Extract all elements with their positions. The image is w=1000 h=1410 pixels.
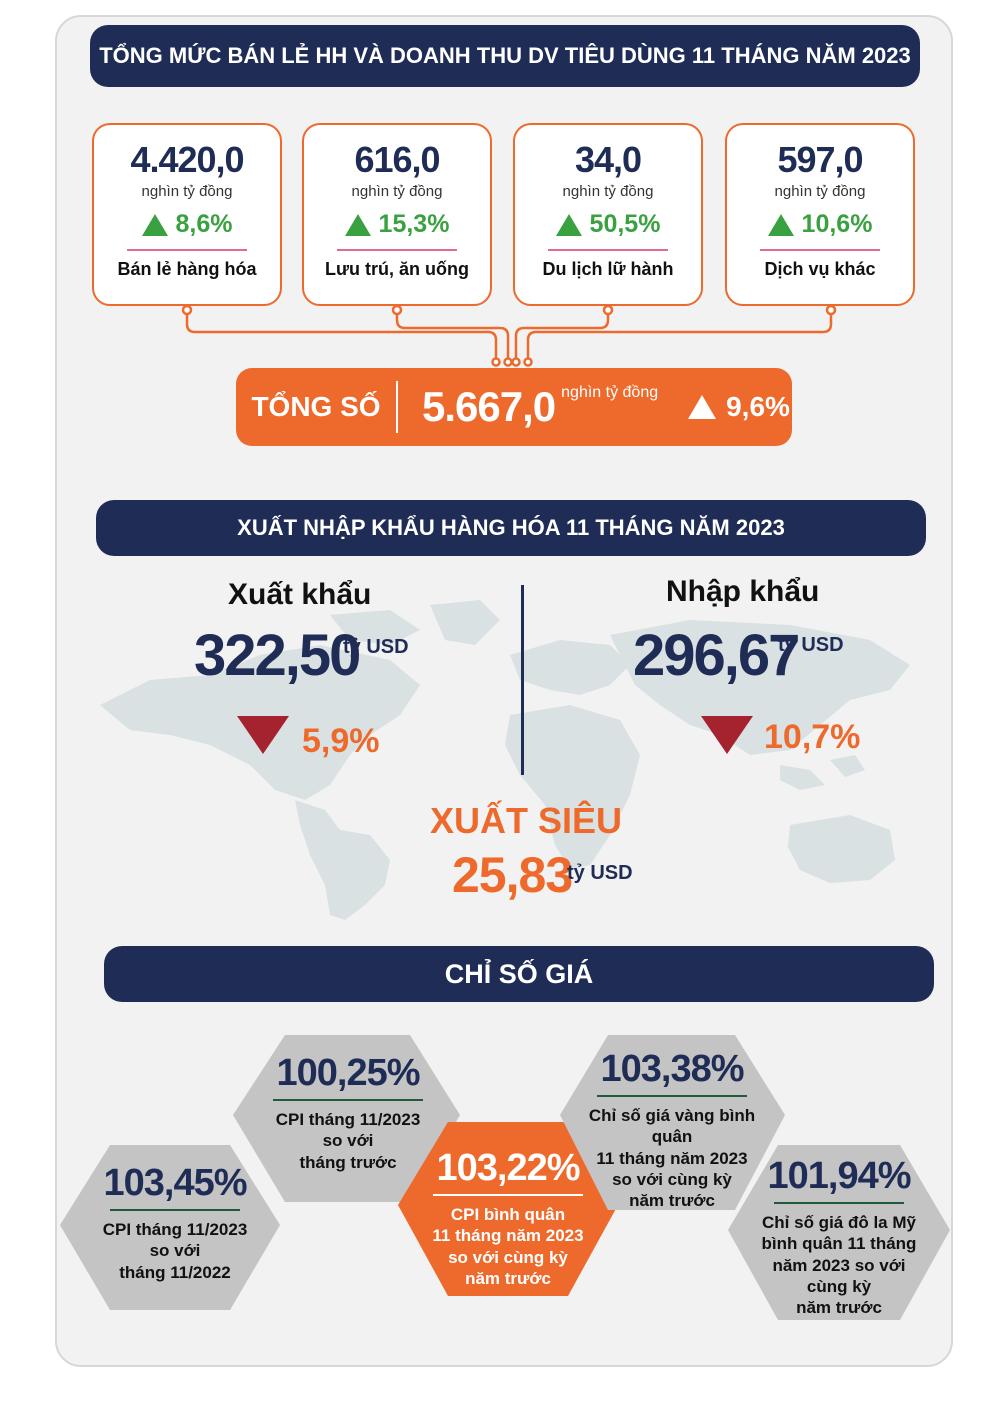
price-desc-line: năm trước: [796, 1298, 882, 1317]
triangle-down-icon: [237, 716, 289, 754]
price-value: 103,38%: [600, 1048, 744, 1090]
price-value: 100,25%: [276, 1052, 420, 1094]
price-desc-line: năm trước: [465, 1268, 551, 1288]
price-divider: [273, 1099, 423, 1101]
import-title: Nhập khẩu: [666, 575, 820, 608]
card-growth: 8,6%: [175, 210, 233, 238]
surplus-title: XUẤT SIÊU: [430, 800, 623, 841]
price-item-cpi-yoy: 103,45% CPI tháng 11/2023 so với tháng 1…: [90, 1162, 260, 1283]
total-growth: 9,6%: [726, 391, 790, 422]
retail-card-other-services: 597,0 nghìn tỷ đồng 10,6% Dịch vụ khác: [725, 123, 915, 306]
card-label: Lưu trú, ăn uống: [324, 259, 469, 279]
export-unit: tỷ USD: [343, 636, 409, 658]
triangle-up-icon: [767, 213, 794, 236]
hexagon-cpi-mom: [233, 1035, 460, 1202]
triangle-up-icon: [555, 213, 582, 236]
price-desc-line: so với: [322, 1131, 374, 1151]
retail-total-bar: TỔNG SỐ 5.667,0 nghìn tỷ đồng 9,6%: [236, 368, 792, 446]
hexagon-cpi-yoy: [60, 1145, 280, 1310]
price-desc-line: cùng kỳ: [806, 1276, 872, 1296]
price-desc-line: Chỉ số giá đô la Mỹ: [762, 1213, 916, 1232]
card-growth: 50,5%: [589, 210, 661, 238]
total-divider: [396, 381, 398, 433]
total-value: 5.667,0: [422, 383, 556, 430]
retail-card-accommodation: 616,0 nghìn tỷ đồng 15,3% Lưu trú, ăn uố…: [302, 123, 492, 306]
price-divider: [597, 1095, 747, 1097]
price-item-gold-index: 103,38% Chỉ số giá vàng bình quân 11 thá…: [572, 1048, 772, 1211]
card-divider: [337, 249, 457, 251]
card-growth-row: 15,3%: [304, 210, 490, 239]
export-change: 5,9%: [302, 722, 380, 760]
import-value: 296,67: [633, 623, 800, 688]
price-divider: [433, 1194, 583, 1196]
price-desc-line: bình quân 11 tháng: [761, 1234, 917, 1254]
import-change: 10,7%: [764, 718, 861, 756]
price-desc-line: tháng trước: [299, 1152, 397, 1172]
retail-card-travel: 34,0 nghìn tỷ đồng 50,5% Du lịch lữ hành: [513, 123, 703, 306]
hexagon-cpi-avg: [398, 1122, 618, 1296]
card-unit: nghìn tỷ đồng: [141, 183, 233, 200]
triangle-up-icon: [688, 395, 717, 419]
retail-card-goods: 4.420,0 nghìn tỷ đồng 8,6% Bán lẻ hàng h…: [92, 123, 282, 306]
price-item-cpi-avg: 103,22% CPI bình quân 11 tháng năm 2023 …: [413, 1147, 603, 1289]
hexagon-gold-index: [560, 1035, 785, 1210]
price-desc-line: Chỉ số giá vàng bình quân: [588, 1106, 756, 1147]
price-value: 101,94%: [767, 1155, 911, 1197]
retail-section-title: TỔNG MỨC BÁN LẺ HH VÀ DOANH THU DV TIÊU …: [90, 25, 920, 87]
card-growth-row: 50,5%: [515, 210, 701, 239]
price-item-cpi-mom: 100,25% CPI tháng 11/2023 so với tháng t…: [258, 1052, 438, 1173]
price-value: 103,45%: [103, 1162, 247, 1204]
surplus-unit: tỷ USD: [567, 862, 633, 884]
card-label: Bán lẻ hàng hóa: [117, 259, 257, 279]
card-divider: [548, 249, 668, 251]
card-unit: nghìn tỷ đồng: [562, 183, 654, 200]
triangle-up-icon: [141, 213, 168, 236]
card-value: 34,0: [574, 139, 642, 180]
card-label: Du lịch lữ hành: [542, 259, 674, 279]
surplus-value: 25,83: [452, 847, 573, 903]
trade-section-title: XUẤT NHẬP KHẨU HÀNG HÓA 11 THÁNG NĂM 202…: [96, 500, 926, 556]
price-desc-line: so với: [149, 1241, 201, 1261]
card-unit: nghìn tỷ đồng: [774, 183, 866, 200]
price-divider: [774, 1202, 904, 1204]
card-unit: nghìn tỷ đồng: [351, 183, 443, 200]
card-value: 4.420,0: [130, 139, 244, 180]
card-growth: 10,6%: [801, 210, 873, 238]
price-desc-line: CPI bình quân: [450, 1205, 566, 1224]
export-title: Xuất khẩu: [228, 578, 372, 611]
price-desc-line: tháng 11/2022: [119, 1262, 231, 1282]
hexagon-usd-index: [728, 1145, 950, 1320]
price-desc-line: năm 2023 so với: [772, 1255, 906, 1275]
card-value: 597,0: [777, 139, 863, 180]
card-connector-lines: [181, 304, 837, 367]
card-growth-row: 8,6%: [94, 210, 280, 239]
total-unit: nghìn tỷ đồng: [561, 384, 659, 401]
price-hexagons: [60, 1035, 950, 1320]
price-desc-line: CPI tháng 11/2023: [275, 1110, 421, 1129]
card-divider: [760, 249, 880, 251]
triangle-up-icon: [344, 213, 371, 236]
import-unit: tỷ USD: [778, 634, 844, 656]
price-desc-line: 11 tháng năm 2023: [432, 1226, 584, 1246]
card-growth: 15,3%: [378, 210, 450, 238]
price-desc-line: so với cùng kỳ: [448, 1247, 568, 1267]
price-desc-line: CPI tháng 11/2023: [102, 1220, 248, 1239]
price-desc-line: 11 tháng năm 2023: [596, 1148, 748, 1168]
export-value: 322,50: [194, 623, 361, 688]
card-label: Dịch vụ khác: [764, 259, 876, 279]
price-item-usd-index: 101,94% Chỉ số giá đô la Mỹ bình quân 11…: [744, 1155, 934, 1318]
total-label: TỔNG SỐ: [251, 391, 381, 422]
card-value: 616,0: [354, 139, 440, 180]
triangle-down-icon: [701, 716, 753, 754]
card-divider: [127, 249, 247, 251]
trade-divider: [521, 585, 524, 775]
price-desc-line: so với cùng kỳ: [612, 1169, 732, 1189]
price-desc-line: năm trước: [629, 1191, 715, 1210]
card-growth-row: 10,6%: [727, 210, 913, 239]
price-value: 103,22%: [436, 1147, 580, 1189]
price-divider: [110, 1209, 240, 1211]
price-section-title: CHỈ SỐ GIÁ: [104, 946, 934, 1002]
